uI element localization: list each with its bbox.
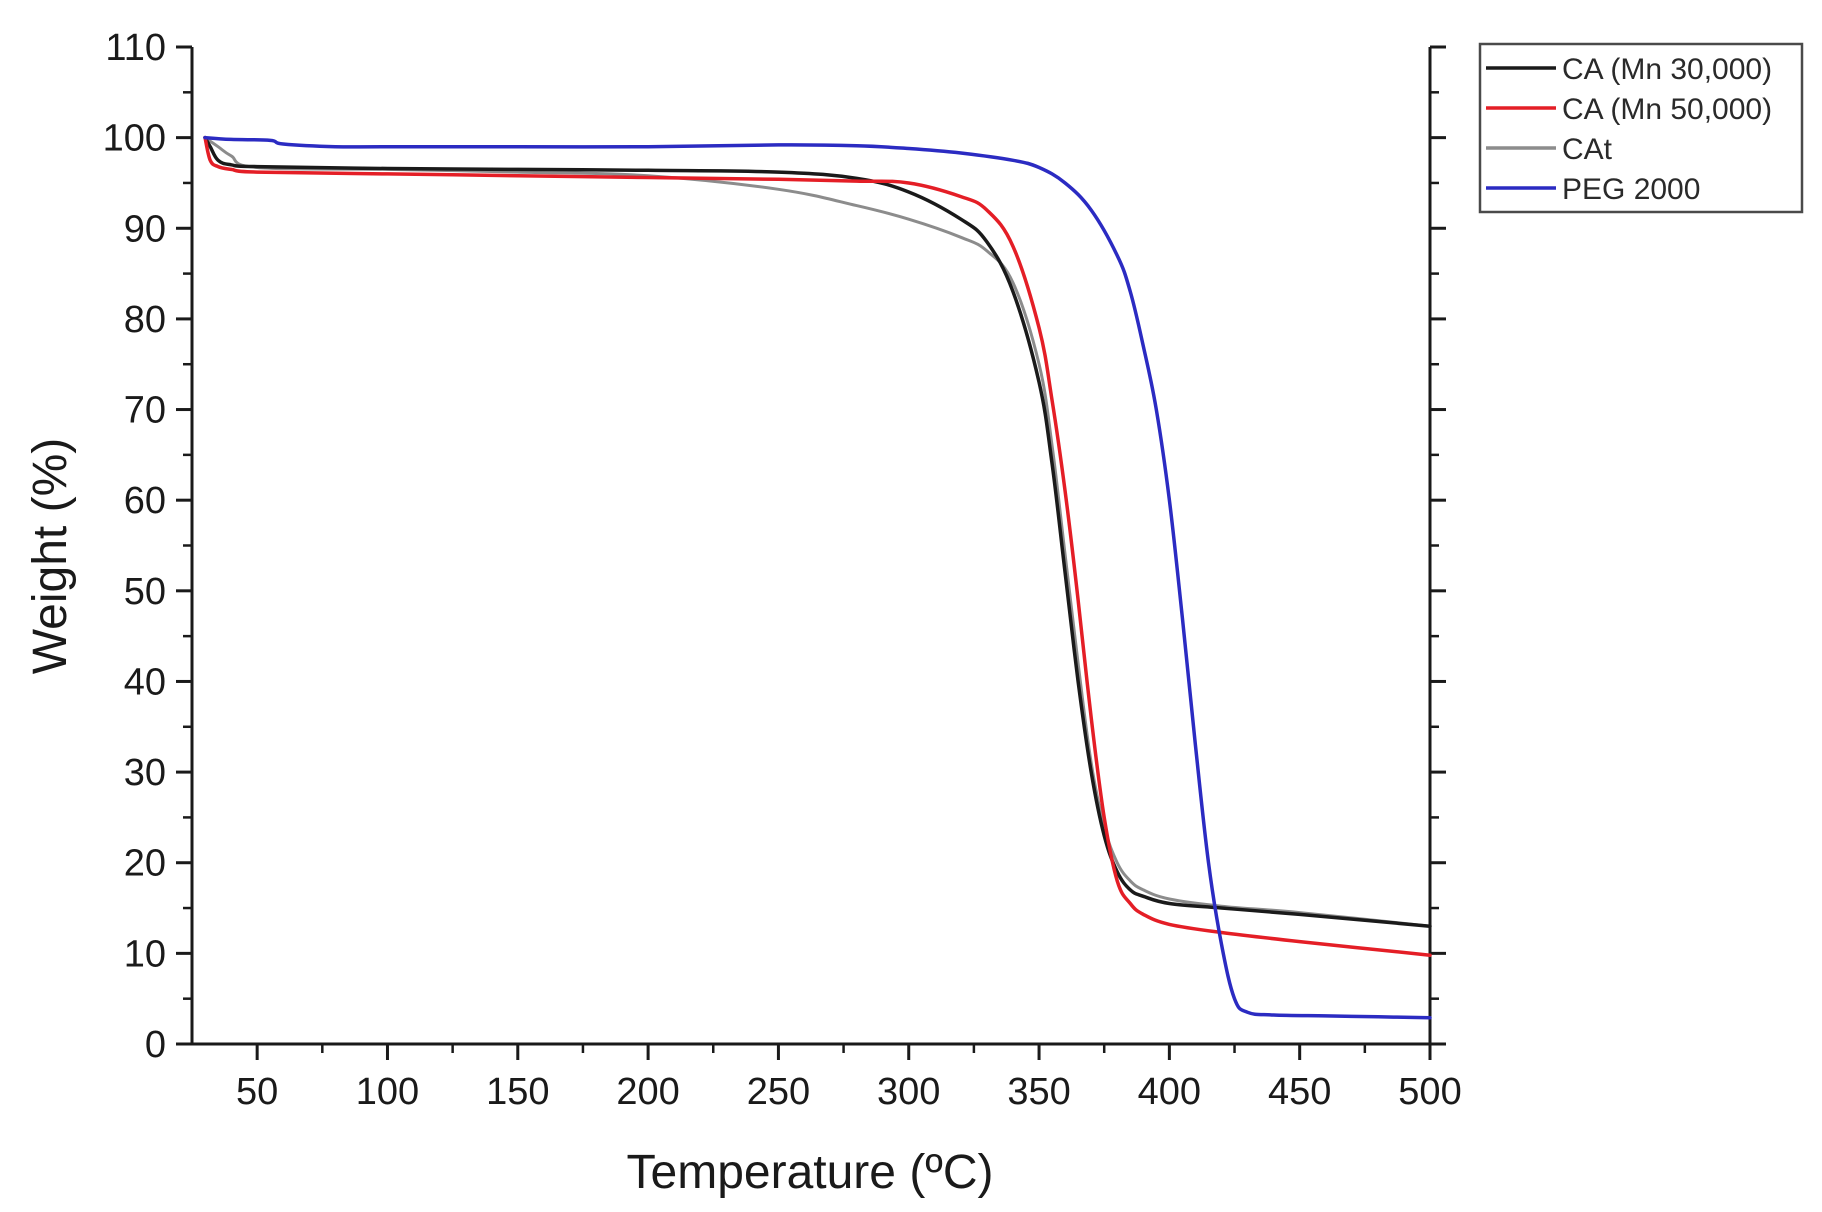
y-tick-label: 90 bbox=[124, 208, 166, 250]
x-tick-label: 100 bbox=[356, 1071, 419, 1113]
series-line-cat bbox=[203, 136, 1432, 928]
y-tick-label: 50 bbox=[124, 571, 166, 613]
x-tick-label: 400 bbox=[1138, 1071, 1201, 1113]
y-tick-label: 100 bbox=[103, 118, 166, 160]
y-tick-label: 30 bbox=[124, 752, 166, 794]
y-tick-label: 110 bbox=[105, 27, 166, 69]
legend-label-ca-mn-30-000: CA (Mn 30,000) bbox=[1562, 53, 1772, 86]
series-line-peg-2000 bbox=[203, 135, 1432, 1020]
series-line-ca-mn-30-000 bbox=[203, 135, 1432, 928]
axis-ticks: 0 10 20 30 40 50 60 70 80 90 100 110 50 100 150 200 250 3… bbox=[103, 27, 1462, 1113]
legend-label-ca-mn-50-000: CA (Mn 50,000) bbox=[1562, 93, 1772, 126]
series-lines bbox=[203, 135, 1432, 1020]
x-tick-label: 350 bbox=[1007, 1071, 1070, 1113]
y-axis-title: Weight (%) bbox=[24, 438, 77, 675]
axes bbox=[190, 47, 1432, 1046]
x-tick-label: 50 bbox=[236, 1071, 278, 1113]
legend-label-peg-2000: PEG 2000 bbox=[1562, 173, 1700, 206]
y-tick-label: 40 bbox=[124, 661, 166, 703]
y-tick-label: 20 bbox=[124, 843, 166, 885]
y-tick-label: 80 bbox=[124, 299, 166, 341]
x-tick-label: 300 bbox=[877, 1071, 940, 1113]
legend-box bbox=[1478, 42, 1804, 214]
x-tick-label: 250 bbox=[747, 1071, 810, 1113]
y-tick-label: 60 bbox=[124, 480, 166, 522]
x-tick-label: 200 bbox=[616, 1071, 679, 1113]
y-tick-label: 70 bbox=[124, 390, 166, 432]
series-line-ca-mn-50-000 bbox=[203, 135, 1432, 957]
legend-label-cat: CAt bbox=[1562, 133, 1613, 166]
x-tick-label: 450 bbox=[1268, 1071, 1331, 1113]
x-tick-label: 150 bbox=[486, 1071, 549, 1113]
x-tick-label: 500 bbox=[1398, 1071, 1461, 1113]
y-tick-label: 10 bbox=[124, 933, 166, 975]
legend: CA (Mn 30,000) CA (Mn 50,000) CAt PEG 2000 bbox=[1478, 42, 1804, 214]
x-axis-title: Temperature (ºC) bbox=[627, 1146, 994, 1199]
y-tick-label: 0 bbox=[145, 1024, 166, 1066]
